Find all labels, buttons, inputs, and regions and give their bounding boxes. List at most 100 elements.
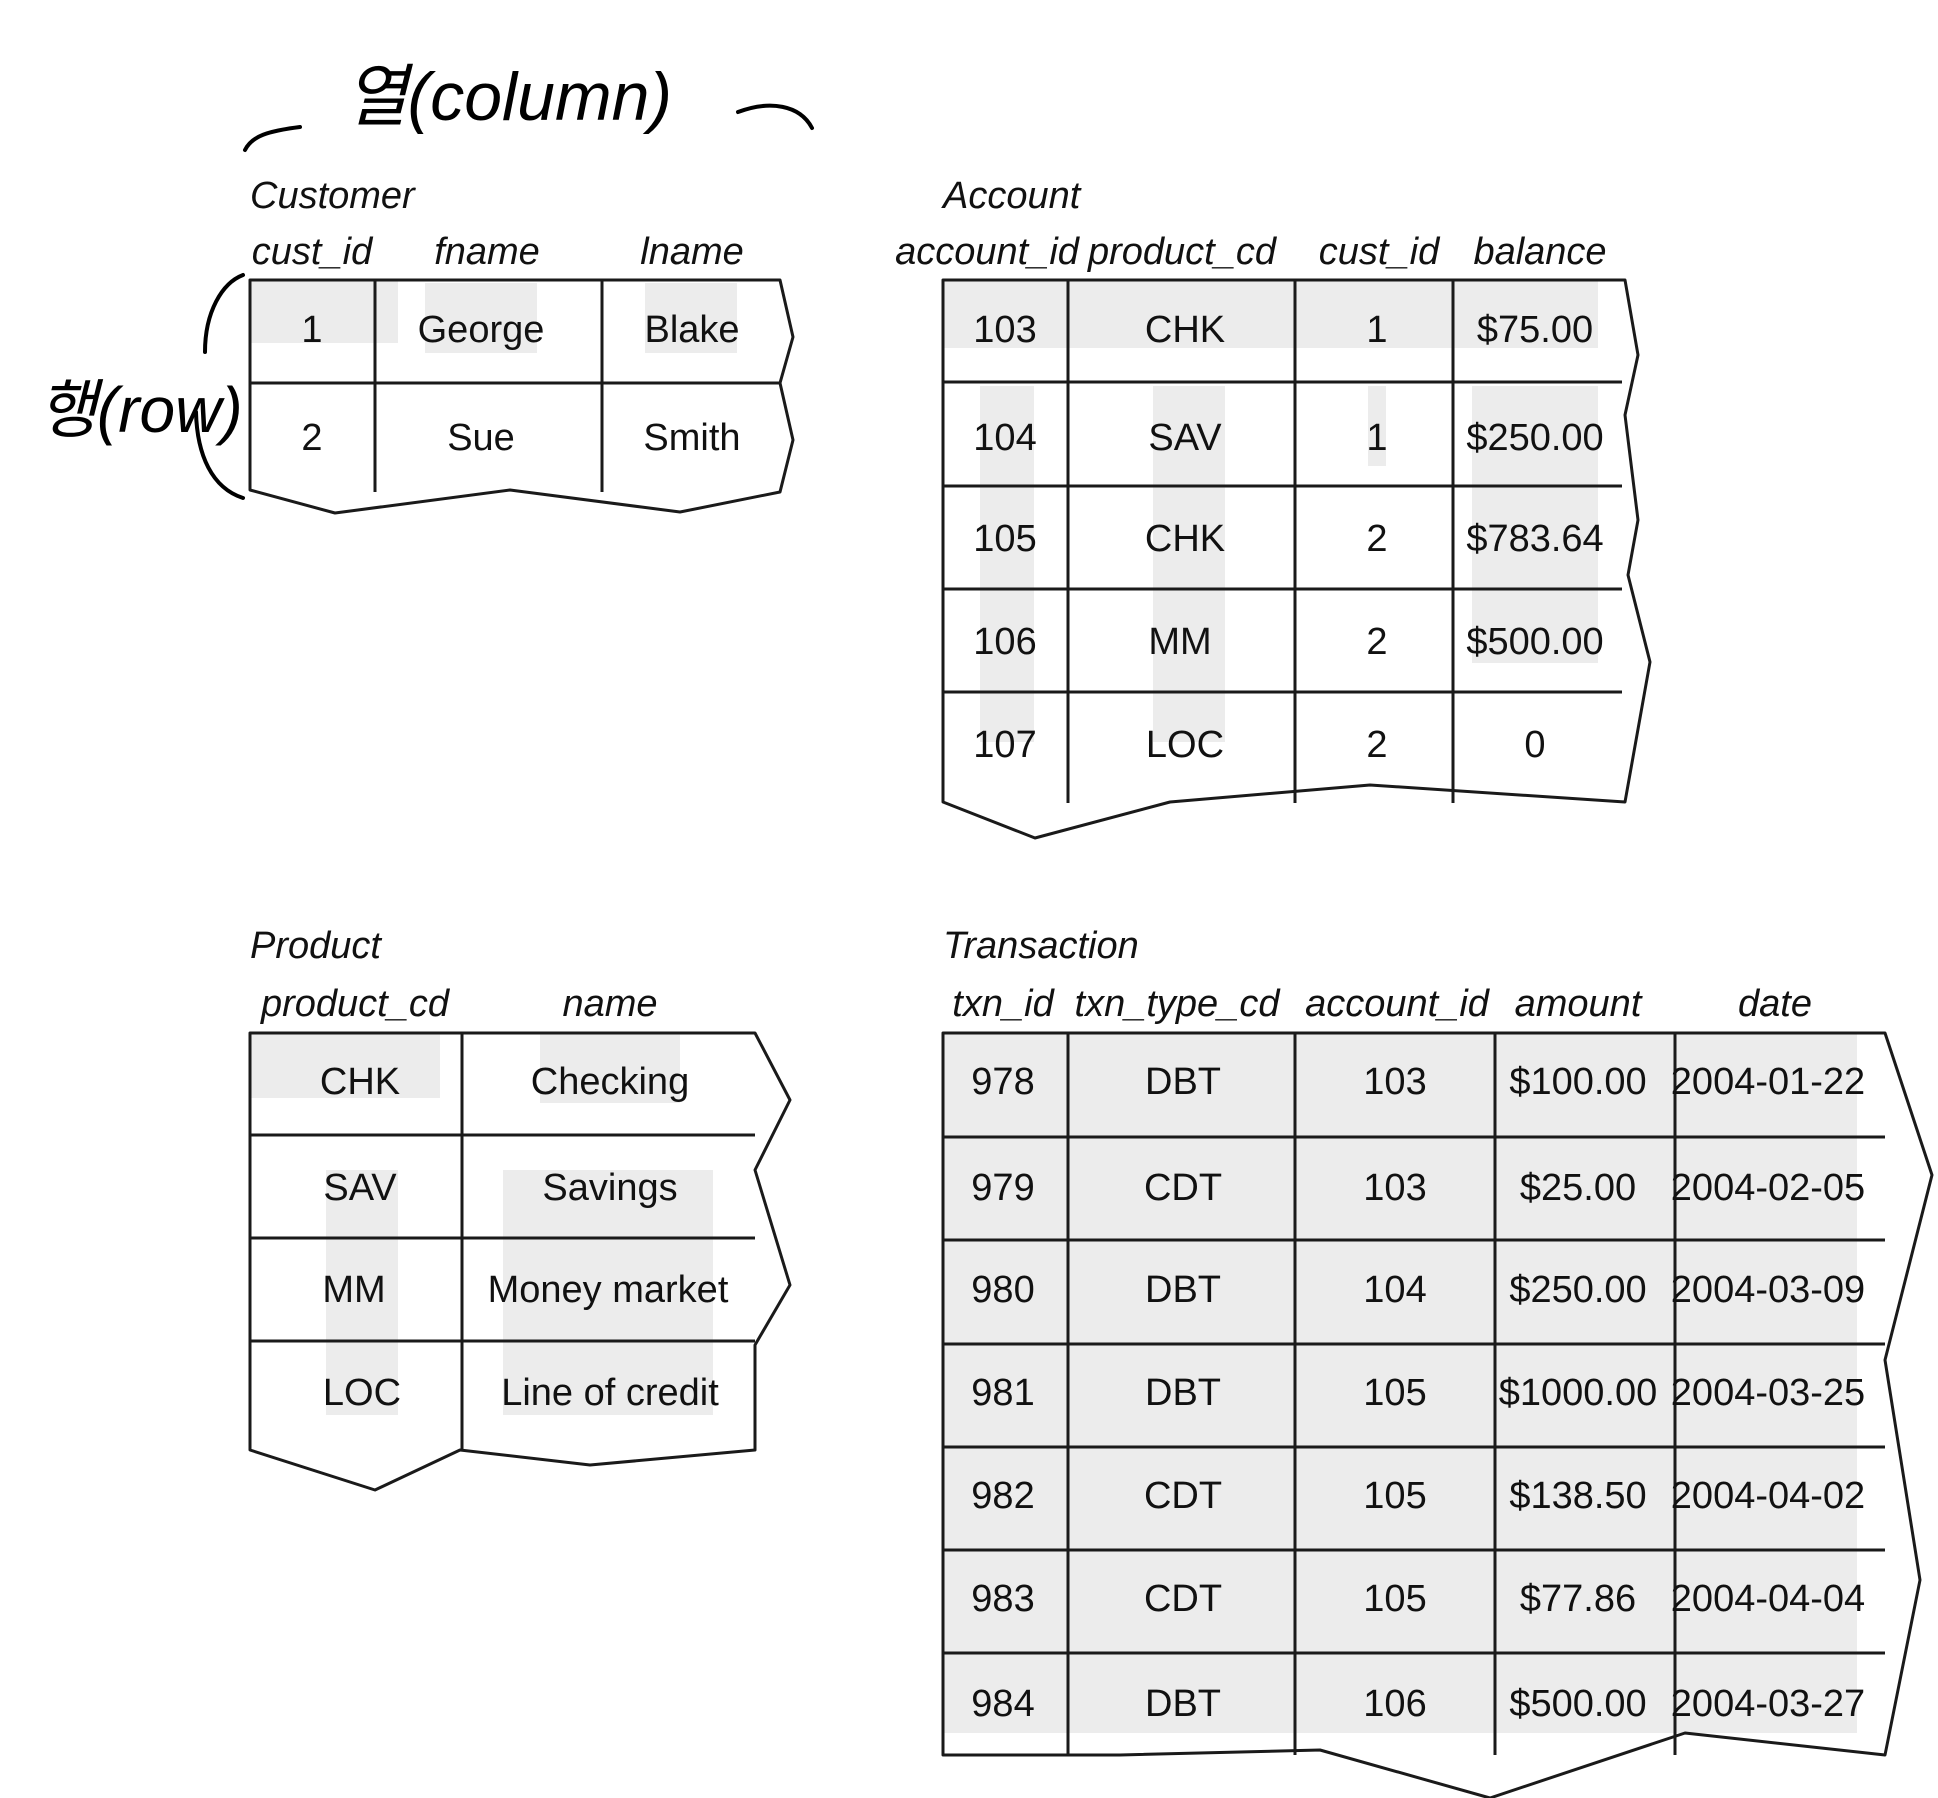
table-cell: Line of credit (501, 1372, 719, 1414)
shade-cell (1068, 280, 1295, 348)
table-cell: 979 (971, 1167, 1034, 1209)
table-cell: 982 (971, 1475, 1034, 1517)
shade-cell (943, 1033, 1068, 1733)
row-brace-top (203, 273, 245, 354)
shade-cell (1153, 386, 1225, 742)
table-cell: 980 (971, 1269, 1034, 1311)
account-col-header: account_id (895, 231, 1081, 273)
table-cell: 105 (1363, 1578, 1426, 1620)
row-brace-bottom (194, 410, 245, 500)
table-cell: $250.00 (1509, 1269, 1646, 1311)
shade-cell (250, 1033, 440, 1098)
column-annotation: 열(column) (243, 59, 814, 152)
table-cell: 2 (1366, 724, 1387, 766)
shade-cell (1295, 1033, 1495, 1733)
table-cell: CHK (1145, 518, 1225, 560)
table-cell: 0 (1524, 724, 1545, 766)
transaction-border (941, 1031, 1934, 1798)
table-cell: 107 (973, 724, 1036, 766)
shade-cell (1295, 280, 1453, 348)
column-bracket-left (243, 125, 302, 152)
table-cell: LOC (1146, 724, 1224, 766)
table-cell: $500.00 (1466, 621, 1603, 663)
table-cell: $500.00 (1509, 1683, 1646, 1725)
table-cell: $250.00 (1466, 417, 1603, 459)
column-bracket-right (736, 103, 814, 130)
shade-cell (425, 283, 537, 353)
product-col-header: name (562, 983, 657, 1025)
product-shading (250, 1033, 713, 1415)
table-cell: 978 (971, 1061, 1034, 1103)
table-cell: 2004-03-25 (1671, 1372, 1865, 1414)
table-cell: 981 (971, 1372, 1034, 1414)
shade-cell (540, 1033, 680, 1103)
table-cell: DBT (1145, 1683, 1221, 1725)
table-cell: 105 (973, 518, 1036, 560)
shade-cell (943, 280, 1068, 348)
table-cell: DBT (1145, 1269, 1221, 1311)
table-cell: Checking (531, 1061, 689, 1103)
row-annotation: 행(row) (38, 273, 245, 500)
shade-cell (1675, 1033, 1857, 1733)
table-cell: 2004-01-22 (1671, 1061, 1865, 1103)
account-col-header: balance (1473, 231, 1606, 273)
shade-cell (1495, 1033, 1675, 1733)
shade-cell (1368, 386, 1386, 466)
account-shading (943, 280, 1598, 742)
table-cell: LOC (323, 1372, 401, 1414)
table-cell: $75.00 (1477, 309, 1593, 351)
table-cell: 105 (1363, 1372, 1426, 1414)
table-cell: 1 (1366, 417, 1387, 459)
shade-cell (503, 1170, 713, 1415)
table-cell: 2004-03-09 (1671, 1269, 1865, 1311)
account-table: Account account_id product_cd cust_id ba… (895, 175, 1652, 840)
table-cell: 1 (1366, 309, 1387, 351)
table-cell: Money market (488, 1269, 729, 1311)
account-col-header: cust_id (1319, 231, 1441, 273)
account-title: Account (941, 175, 1082, 217)
table-cell: CDT (1144, 1578, 1222, 1620)
table-cell: Savings (542, 1167, 677, 1209)
table-cell: $25.00 (1520, 1167, 1636, 1209)
column-annotation-text: 열(column) (345, 59, 672, 135)
table-cell: SAV (1148, 417, 1222, 459)
table-cell: 2 (301, 417, 322, 459)
table-cell: 2004-04-04 (1671, 1578, 1865, 1620)
transaction-shading (943, 1033, 1857, 1733)
table-cell: 106 (973, 621, 1036, 663)
table-cell: Sue (447, 417, 515, 459)
product-title: Product (250, 925, 382, 967)
account-border (941, 278, 1652, 840)
table-cell: CHK (320, 1061, 400, 1103)
transaction-col-header: account_id (1305, 983, 1491, 1025)
table-cell: $100.00 (1509, 1061, 1646, 1103)
customer-table: Customer cust_id fname lname 1 George Bl… (248, 175, 795, 515)
table-cell: 103 (973, 309, 1036, 351)
table-cell: CHK (1145, 309, 1225, 351)
table-cell: 103 (1363, 1061, 1426, 1103)
table-cell: 984 (971, 1683, 1034, 1725)
table-cell: $783.64 (1466, 518, 1603, 560)
table-cell: 104 (973, 417, 1036, 459)
table-cell: 2 (1366, 518, 1387, 560)
shade-cell (980, 386, 1034, 742)
transaction-col-header: txn_id (952, 983, 1055, 1025)
customer-col-header: lname (640, 231, 744, 273)
customer-col-header: fname (434, 231, 540, 273)
table-cell: George (418, 309, 545, 351)
customer-col-header: cust_id (252, 231, 374, 273)
table-cell: DBT (1145, 1372, 1221, 1414)
product-border (248, 1031, 792, 1492)
shade-cell (326, 1170, 398, 1415)
table-cell: Smith (643, 417, 740, 459)
row-annotation-text: 행(row) (38, 374, 243, 446)
table-cell: DBT (1145, 1061, 1221, 1103)
table-cell: SAV (323, 1167, 397, 1209)
customer-border (248, 278, 795, 515)
table-cell: 2004-03-27 (1671, 1683, 1865, 1725)
table-cell: MM (322, 1269, 385, 1311)
table-cell: 2 (1366, 621, 1387, 663)
table-cell: CDT (1144, 1475, 1222, 1517)
table-cell: 2004-04-02 (1671, 1475, 1865, 1517)
